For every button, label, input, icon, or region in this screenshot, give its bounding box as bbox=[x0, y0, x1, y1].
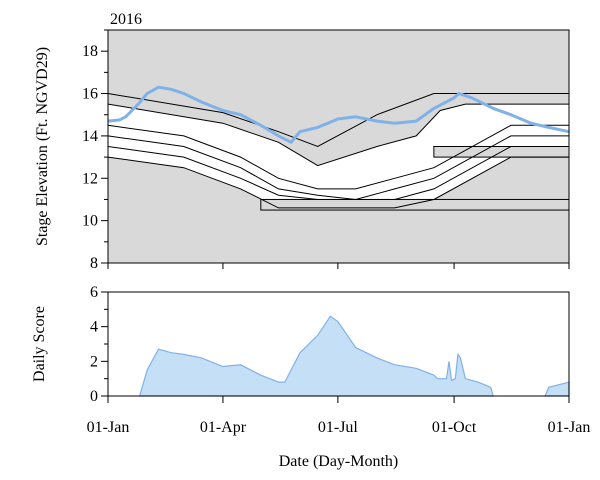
y-tick-label: 0 bbox=[90, 388, 98, 405]
outlined-box-1 bbox=[260, 198, 570, 211]
y-tick-label: 10 bbox=[82, 213, 98, 230]
daily-score-area-2 bbox=[544, 381, 570, 397]
score-y-axis: 0 2 4 6 bbox=[90, 284, 108, 405]
y-tick-label: 2 bbox=[90, 353, 98, 370]
y-tick-label: 6 bbox=[90, 284, 98, 301]
y-tick-label: 8 bbox=[90, 255, 98, 272]
stage-y-axis: 8 10 12 14 16 18 bbox=[82, 29, 108, 272]
schedule-line-4 bbox=[107, 135, 569, 201]
stage-x-ticks bbox=[107, 263, 570, 269]
y-tick-label: 14 bbox=[82, 128, 98, 145]
y-tick-label: 16 bbox=[82, 86, 98, 103]
stage-elevation-panel: 8 10 12 14 16 18 2016 Stage Elevation (Ft. NG… bbox=[34, 11, 570, 272]
score-y-axis-label: Daily Score bbox=[31, 306, 48, 382]
schedule-line-1 bbox=[107, 93, 569, 148]
stage-elevation-line bbox=[107, 85, 570, 144]
panel-title: 2016 bbox=[110, 11, 142, 28]
x-axis-label: Date (Day-Month) bbox=[279, 453, 399, 470]
y-tick-label: 4 bbox=[90, 319, 98, 336]
stage-panel-frame bbox=[107, 29, 570, 264]
schedule-line-5 bbox=[107, 146, 569, 200]
schedule-line-3 bbox=[107, 124, 569, 190]
x-tick-label: 01-Jan bbox=[87, 419, 130, 436]
daily-score-area-1 bbox=[138, 315, 494, 397]
x-tick-label: 01-Jul bbox=[318, 419, 359, 436]
x-tick-label: 01-Jan bbox=[548, 419, 591, 436]
score-series bbox=[138, 315, 570, 397]
schedule-line-2 bbox=[107, 103, 569, 167]
daily-score-panel: 0 2 4 6 01-Jan 01-Apr 01-Jul 01-Oct 01-Jan Dail… bbox=[31, 284, 590, 470]
schedule-lines bbox=[107, 93, 569, 209]
y-tick-label: 12 bbox=[82, 170, 98, 187]
white-band bbox=[108, 104, 569, 189]
stage-y-axis-label: Stage Elevation (Ft. NGVD29) bbox=[34, 47, 51, 246]
score-x-axis: 01-Jan 01-Apr 01-Jul 01-Oct 01-Jan bbox=[87, 396, 591, 436]
x-tick-label: 01-Apr bbox=[200, 419, 247, 436]
lower-band bbox=[108, 125, 569, 208]
y-tick-label: 18 bbox=[82, 43, 98, 60]
x-tick-label: 01-Oct bbox=[432, 419, 477, 436]
stage-series bbox=[107, 85, 570, 144]
schedule-line-6 bbox=[107, 156, 569, 209]
